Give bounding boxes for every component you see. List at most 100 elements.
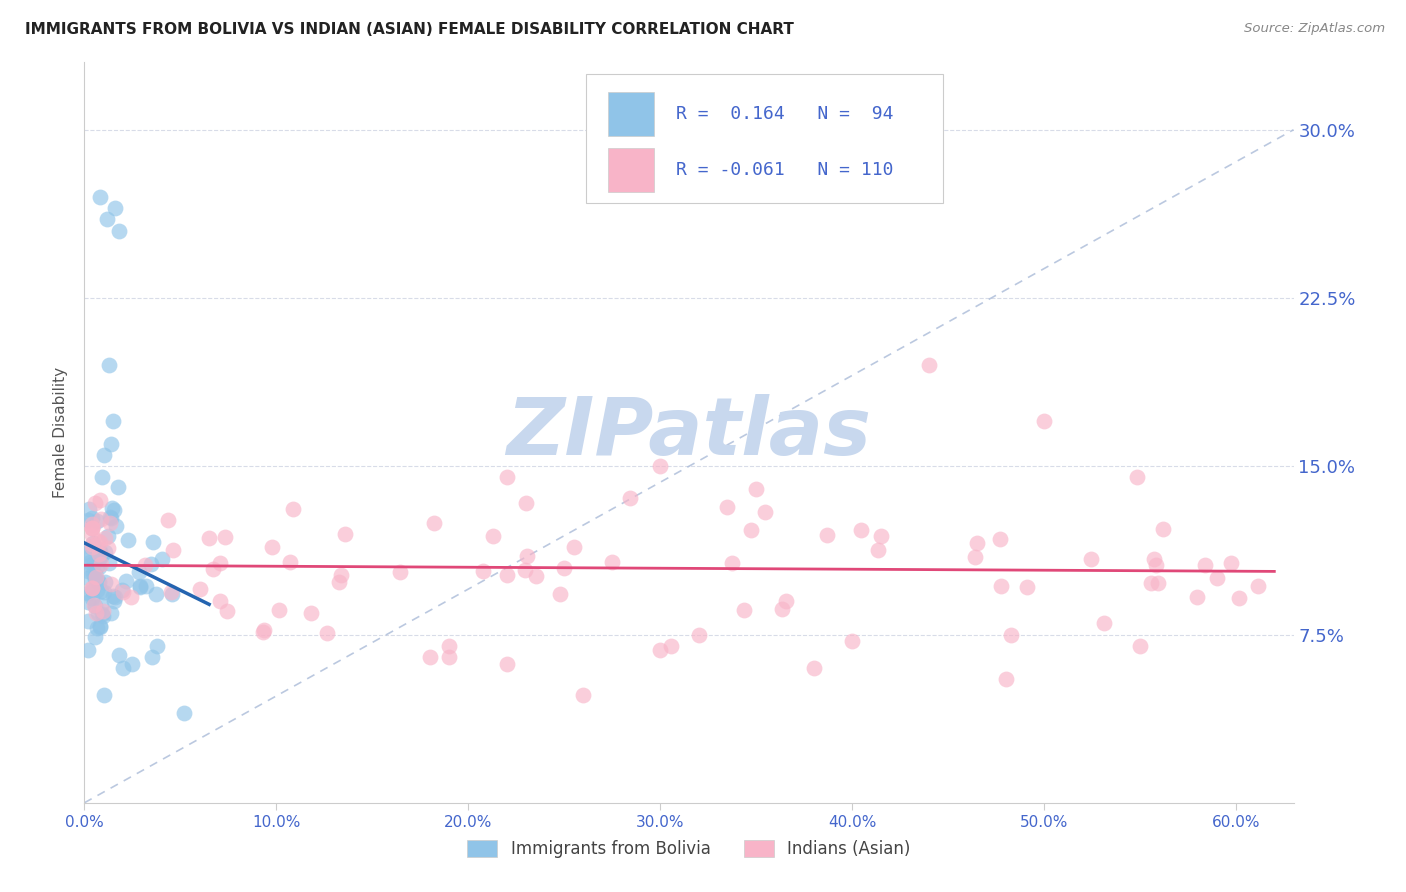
Point <box>269 603 291 617</box>
Point <box>966 536 988 550</box>
Point <box>659 639 682 653</box>
Point <box>83 557 105 571</box>
Point <box>128 565 150 579</box>
Point <box>94 574 117 589</box>
Point <box>745 482 768 496</box>
Point <box>89 620 111 634</box>
Point <box>495 657 517 671</box>
Point <box>82 566 104 581</box>
Point <box>866 543 889 558</box>
Point <box>90 549 112 563</box>
Point <box>98 509 121 524</box>
Point <box>86 575 108 590</box>
Point <box>1206 571 1229 585</box>
Point <box>1152 522 1174 536</box>
Point <box>79 549 101 564</box>
Point <box>91 604 114 618</box>
Point <box>80 528 103 542</box>
Point <box>111 661 134 675</box>
Point <box>82 510 104 524</box>
Point <box>162 543 184 558</box>
Point <box>86 621 108 635</box>
Point <box>1129 639 1152 653</box>
Point <box>160 585 183 599</box>
Point <box>253 624 276 638</box>
Point <box>283 502 305 516</box>
Point <box>107 480 129 494</box>
Point <box>77 586 100 600</box>
Text: Source: ZipAtlas.com: Source: ZipAtlas.com <box>1244 22 1385 36</box>
Point <box>1147 576 1170 591</box>
Point <box>472 564 495 578</box>
Point <box>217 604 239 618</box>
Point <box>770 601 793 615</box>
Text: R =  0.164   N =  94: R = 0.164 N = 94 <box>676 105 893 123</box>
Point <box>80 537 103 551</box>
Point <box>115 574 138 588</box>
Point <box>1126 470 1149 484</box>
Text: IMMIGRANTS FROM BOLIVIA VS INDIAN (ASIAN) FEMALE DISABILITY CORRELATION CHART: IMMIGRANTS FROM BOLIVIA VS INDIAN (ASIAN… <box>25 22 794 37</box>
Point <box>1187 590 1209 604</box>
Point <box>80 581 103 595</box>
Point <box>89 574 111 589</box>
Point <box>84 572 107 586</box>
Point <box>79 555 101 569</box>
Point <box>1092 616 1115 631</box>
Point <box>754 505 776 519</box>
Point <box>716 500 738 514</box>
Point <box>91 608 114 623</box>
Point <box>84 630 107 644</box>
Point <box>1033 414 1056 428</box>
Point <box>145 587 167 601</box>
Point <box>733 603 755 617</box>
Point <box>198 531 221 545</box>
Point <box>328 575 350 590</box>
Point <box>80 591 103 605</box>
Point <box>83 598 105 612</box>
Point <box>141 650 163 665</box>
Point <box>93 448 115 462</box>
Point <box>553 561 575 575</box>
Point <box>82 536 104 550</box>
Point <box>90 512 112 526</box>
Point <box>389 566 412 580</box>
Point <box>83 599 105 613</box>
Point <box>600 555 623 569</box>
Point <box>79 558 101 572</box>
Point <box>815 528 838 542</box>
Point <box>515 495 537 509</box>
Point <box>80 520 103 534</box>
Point <box>173 706 195 720</box>
Point <box>1015 580 1038 594</box>
Point <box>80 540 103 554</box>
Point <box>91 607 114 622</box>
Point <box>77 595 100 609</box>
Point <box>688 627 710 641</box>
Point <box>1143 552 1166 566</box>
Point <box>994 673 1017 687</box>
Point <box>111 584 134 599</box>
Point <box>84 606 107 620</box>
Point <box>104 201 127 215</box>
Point <box>990 579 1012 593</box>
Point <box>111 582 134 597</box>
Point <box>121 657 143 671</box>
Point <box>156 513 179 527</box>
Point <box>90 583 112 598</box>
Point <box>87 560 110 574</box>
Point <box>100 606 122 620</box>
Point <box>1220 556 1243 570</box>
Point <box>146 639 169 653</box>
Point <box>77 564 100 578</box>
Point <box>120 590 142 604</box>
Point <box>100 437 122 451</box>
Point <box>1080 552 1102 566</box>
Point <box>84 567 107 582</box>
Point <box>562 540 585 554</box>
Point <box>89 190 111 204</box>
Point <box>423 516 446 530</box>
Point <box>101 589 124 603</box>
Point <box>82 521 104 535</box>
Point <box>278 555 301 569</box>
Point <box>1227 591 1250 606</box>
